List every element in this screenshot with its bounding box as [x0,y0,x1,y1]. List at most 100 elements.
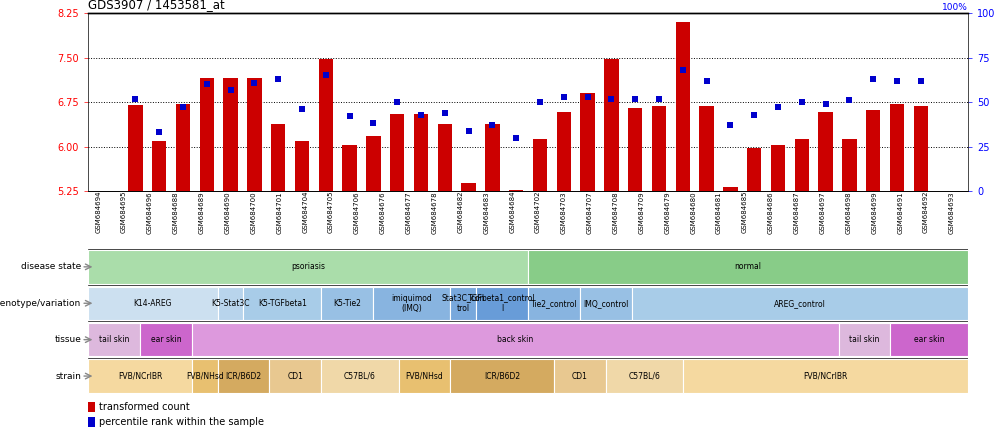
Bar [605,359,682,393]
Bar [603,59,618,191]
Text: GSM684702: GSM684702 [534,191,540,234]
Text: GSM684691: GSM684691 [897,191,903,234]
Point [603,95,619,102]
Text: GSM684678: GSM684678 [431,191,437,234]
Text: TGFbeta1_control
l: TGFbeta1_control l [468,293,535,313]
Bar [271,124,285,191]
Text: GSM684679: GSM684679 [663,191,669,234]
Text: GSM684697: GSM684697 [819,191,825,234]
Bar [627,108,641,191]
Text: ICR/B6D2: ICR/B6D2 [484,372,520,381]
Text: GSM684694: GSM684694 [95,191,101,234]
Bar [527,286,579,320]
Text: K5-TGFbeta1: K5-TGFbeta1 [258,299,307,308]
Text: GSM684684: GSM684684 [509,191,515,234]
Bar [88,286,217,320]
Bar [509,190,523,191]
Point [841,97,857,104]
Bar [890,323,967,357]
Bar [342,145,357,191]
Bar [390,114,404,191]
Bar [175,104,190,191]
Bar [450,359,553,393]
Text: 100%: 100% [941,4,967,12]
Bar [771,145,785,191]
Point [531,99,547,106]
Bar [553,359,605,393]
Bar [461,183,475,191]
Text: genotype/variation: genotype/variation [0,299,81,308]
Bar [191,323,838,357]
Point [413,111,429,118]
Bar [450,286,476,320]
Bar [217,359,270,393]
Text: K5-Tie2: K5-Tie2 [333,299,361,308]
Bar [913,106,927,191]
Point [674,67,690,74]
Text: Tie2_control: Tie2_control [530,299,577,308]
Bar [321,359,399,393]
Point [650,95,666,102]
Text: GSM684689: GSM684689 [198,191,204,234]
Bar [865,110,880,191]
Bar [152,141,166,191]
Bar [321,286,373,320]
Point [342,113,358,120]
Text: GDS3907 / 1453581_at: GDS3907 / 1453581_at [88,0,224,11]
Text: GSM684703: GSM684703 [560,191,566,234]
Text: C57BL/6: C57BL/6 [344,372,376,381]
Text: CD1: CD1 [287,372,303,381]
Point [127,95,143,102]
Bar [818,112,832,191]
Bar [556,112,570,191]
Point [365,120,381,127]
Point [579,93,595,100]
Bar [476,286,527,320]
Point [389,99,405,106]
Bar [889,104,903,191]
Point [222,86,238,93]
Text: GSM684701: GSM684701 [276,191,282,234]
Text: GSM684683: GSM684683 [483,191,489,234]
Text: GSM684676: GSM684676 [380,191,386,234]
Text: GSM684690: GSM684690 [224,191,230,234]
Bar [243,286,321,320]
Point [888,77,904,84]
Bar [217,286,243,320]
Bar [698,106,713,191]
Bar [631,286,967,320]
Text: GSM684700: GSM684700 [250,191,257,234]
Bar [437,124,452,191]
Bar [722,187,736,191]
Point [745,111,762,118]
Text: psoriasis: psoriasis [291,262,325,271]
Text: ICR/B6D2: ICR/B6D2 [225,372,262,381]
Bar [295,141,309,191]
Bar [399,359,450,393]
Text: GSM684688: GSM684688 [172,191,178,234]
Bar [199,79,213,191]
Text: GSM684693: GSM684693 [948,191,954,234]
Bar [88,417,95,427]
Text: GSM684708: GSM684708 [612,191,618,234]
Bar [794,139,808,191]
Point [198,81,214,88]
Text: AREG_control: AREG_control [773,299,825,308]
Point [508,134,524,141]
Bar [247,79,262,191]
Point [912,77,928,84]
Point [246,79,263,86]
Text: GSM684682: GSM684682 [457,191,463,234]
Point [460,127,476,134]
Text: GSM684696: GSM684696 [147,191,152,234]
Point [697,77,713,84]
Bar [128,105,142,191]
Bar [532,139,546,191]
Point [793,99,809,106]
Text: transformed count: transformed count [99,402,190,412]
Text: GSM684685: GSM684685 [741,191,747,234]
Point [555,93,571,100]
Text: ear skin: ear skin [150,335,181,344]
Text: K14-AREG: K14-AREG [133,299,172,308]
Point [770,104,786,111]
